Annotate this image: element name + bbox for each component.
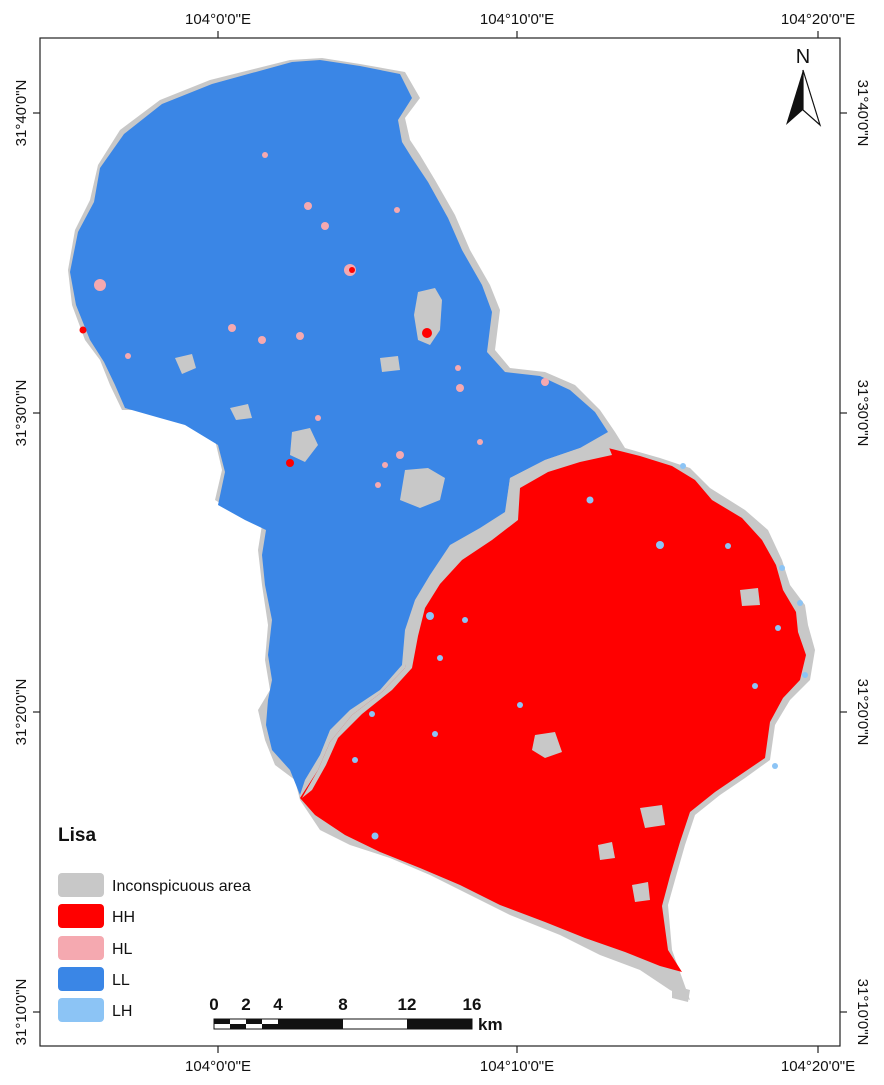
north-arrow: N	[786, 46, 822, 127]
graticule-label-left: 31°10'0"N	[13, 979, 30, 1046]
graticule-label-top: 104°10'0"E	[480, 11, 554, 28]
graticule-label-left: 31°20'0"N	[13, 679, 30, 746]
graticule-label-right: 31°30'0"N	[854, 380, 871, 447]
legend-swatch-hh	[58, 904, 104, 928]
legend-label: HH	[112, 909, 135, 926]
scale-label: 2	[241, 995, 250, 1014]
ll-cluster-region	[70, 60, 608, 795]
graticule-label-left: 31°40'0"N	[13, 80, 30, 147]
legend-label: Inconspicuous area	[112, 878, 251, 895]
scale-unit: km	[478, 1015, 503, 1034]
legend-swatch-inconspicuous	[58, 873, 104, 897]
legend-title: Lisa	[58, 825, 96, 846]
legend: Lisa Inconspicuous area HH HL LL LH	[58, 825, 251, 1022]
scale-label: 0	[209, 995, 218, 1014]
graticule-label-top: 104°20'0"E	[781, 11, 855, 28]
graticule-label-bottom: 104°0'0"E	[185, 1058, 251, 1075]
hh-isolated-points	[79, 267, 432, 467]
graticule-label-left: 31°30'0"N	[13, 380, 30, 447]
scale-label: 8	[338, 995, 347, 1014]
legend-swatch-ll	[58, 967, 104, 991]
graticule-label-right: 31°20'0"N	[854, 679, 871, 746]
legend-label: LL	[112, 972, 130, 989]
lh-cluster-points	[352, 463, 808, 840]
graticule-label-right: 31°40'0"N	[854, 80, 871, 147]
scale-label: 12	[398, 995, 417, 1014]
hl-cluster-points	[94, 152, 549, 488]
legend-label: HL	[112, 941, 133, 958]
scale-bar: 0 2 4 8 12 16 km	[209, 995, 502, 1034]
north-arrow-icon	[786, 70, 803, 125]
graticule-label-top: 104°0'0"E	[185, 11, 251, 28]
legend-swatch-hl	[58, 936, 104, 960]
north-arrow-label: N	[796, 46, 810, 68]
inconspicuous-patches	[175, 288, 760, 1002]
graticule-label-bottom: 104°10'0"E	[480, 1058, 554, 1075]
legend-swatch-lh	[58, 998, 104, 1022]
scale-label: 16	[463, 995, 482, 1014]
legend-label: LH	[112, 1003, 132, 1020]
graticule-ticks	[33, 31, 847, 1053]
graticule-label-bottom: 104°20'0"E	[781, 1058, 855, 1075]
graticule-label-right: 31°10'0"N	[854, 979, 871, 1046]
hh-cluster-region	[300, 448, 806, 972]
scale-label: 4	[273, 995, 283, 1014]
